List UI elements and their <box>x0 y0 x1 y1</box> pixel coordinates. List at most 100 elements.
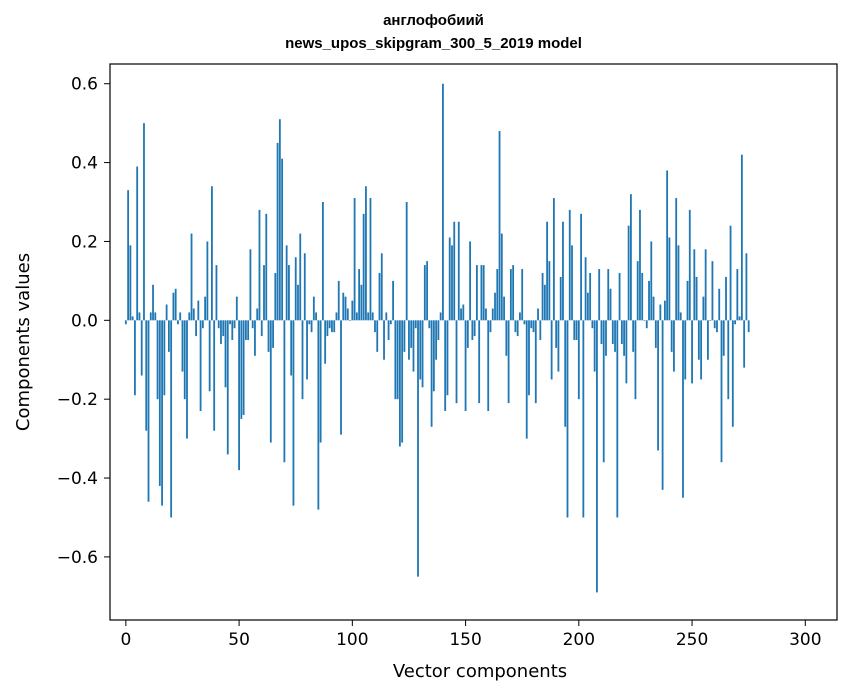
bar-212 <box>605 320 607 356</box>
bar-124 <box>405 202 408 321</box>
bar-203 <box>584 257 587 321</box>
x-tick-label: 0 <box>120 630 131 650</box>
bar-56 <box>251 320 254 329</box>
bar-75 <box>294 257 297 321</box>
chart-title-line2: news_upos_skipgram_300_5_2019 model <box>285 35 582 52</box>
bar-111 <box>376 320 379 352</box>
bar-46 <box>229 320 231 325</box>
bar-6 <box>138 312 141 321</box>
bar-123 <box>403 320 406 352</box>
bar-138 <box>437 320 440 341</box>
bar-81 <box>308 320 311 325</box>
bar-10 <box>147 320 150 502</box>
bar-93 <box>335 312 338 321</box>
bar-169 <box>507 320 510 404</box>
bar-63 <box>267 320 270 352</box>
bar-43 <box>222 320 225 337</box>
bar-89 <box>326 320 329 337</box>
bar-190 <box>555 320 558 348</box>
bar-159 <box>485 308 487 321</box>
bar-126 <box>410 320 413 348</box>
bar-78 <box>301 320 304 400</box>
bar-37 <box>208 320 211 392</box>
bar-213 <box>607 269 610 321</box>
bar-36 <box>206 241 209 321</box>
bar-71 <box>285 245 288 321</box>
bar-178 <box>528 320 530 396</box>
bar-250 <box>691 320 693 384</box>
bar-48 <box>233 320 236 329</box>
bar-105 <box>362 213 365 321</box>
bar-5 <box>136 166 139 321</box>
bar-13 <box>154 312 157 321</box>
bar-86 <box>319 320 322 443</box>
bar-39 <box>213 320 216 431</box>
bar-96 <box>342 292 345 321</box>
bar-260 <box>713 320 716 329</box>
bar-23 <box>177 320 179 325</box>
bar-79 <box>303 253 306 321</box>
bar-270 <box>736 269 739 321</box>
bar-109 <box>371 312 374 321</box>
bar-254 <box>700 320 703 380</box>
bar-62 <box>265 213 268 321</box>
bar-266 <box>727 320 730 400</box>
bar-189 <box>552 198 555 321</box>
y-axis: −0.6 −0.4 −0.2 0.0 0.2 0.4 0.6 <box>57 75 110 568</box>
bar-236 <box>659 304 662 321</box>
bar-0 <box>124 320 127 325</box>
bar-267 <box>729 225 732 321</box>
bar-157 <box>480 265 483 321</box>
bar-108 <box>369 198 372 321</box>
bar-101 <box>353 198 356 321</box>
bar-246 <box>682 320 684 498</box>
bar-239 <box>666 170 669 321</box>
bar-17 <box>163 320 166 396</box>
bar-122 <box>401 320 404 443</box>
bar-256 <box>704 249 707 321</box>
bar-112 <box>378 272 381 321</box>
bar-14 <box>156 320 159 400</box>
bar-186 <box>546 221 549 321</box>
bar-153 <box>471 320 474 341</box>
bar-68 <box>278 119 281 321</box>
bar-116 <box>387 320 390 341</box>
bar-120 <box>396 320 399 400</box>
bar-253 <box>697 320 700 360</box>
bar-179 <box>530 320 533 329</box>
bar-60 <box>260 320 263 337</box>
bar-237 <box>661 320 664 490</box>
plot-frame <box>109 63 838 621</box>
bar-130 <box>419 320 422 380</box>
bar-11 <box>149 312 152 321</box>
bar-77 <box>299 233 302 321</box>
y-tick-label: 0.2 <box>71 232 98 252</box>
x-tick-label: 250 <box>676 630 708 650</box>
bar-199 <box>575 320 578 341</box>
bar-131 <box>421 320 424 388</box>
bar-40 <box>215 265 218 321</box>
bar-135 <box>430 320 433 427</box>
bar-142 <box>446 320 449 396</box>
bar-84 <box>315 312 317 321</box>
bar-87 <box>321 202 324 321</box>
bar-147 <box>457 221 460 321</box>
bar-164 <box>496 269 499 321</box>
bar-232 <box>650 241 653 321</box>
bar-216 <box>614 320 616 352</box>
bar-262 <box>718 288 721 321</box>
bar-19 <box>167 320 170 352</box>
bar-4 <box>134 320 136 396</box>
bar-47 <box>231 320 234 341</box>
bar-210 <box>600 320 603 344</box>
bar-127 <box>412 320 415 372</box>
bar-235 <box>657 320 659 451</box>
bar-38 <box>211 186 213 321</box>
bar-102 <box>355 312 358 321</box>
bar-146 <box>455 320 458 404</box>
bar-118 <box>392 280 394 321</box>
bar-225 <box>634 320 637 400</box>
bar-219 <box>620 320 623 344</box>
bar-231 <box>648 280 650 321</box>
bar-162 <box>491 308 494 321</box>
